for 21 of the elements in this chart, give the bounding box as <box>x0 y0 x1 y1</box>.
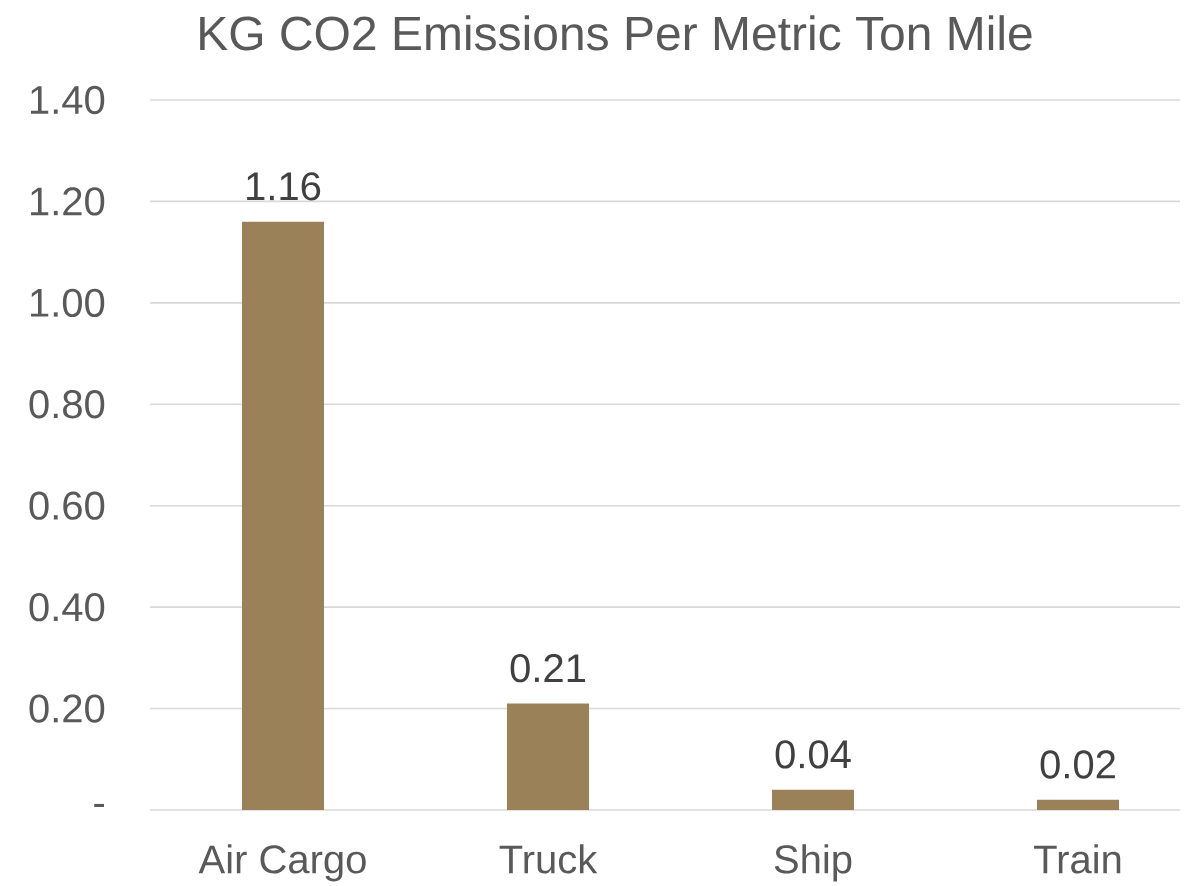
x-tick-label: Train <box>1034 844 1121 874</box>
y-tick-label: 0.80 <box>29 390 105 419</box>
x-tick-label: Air Cargo <box>198 844 366 882</box>
data-label: 0.02 <box>1040 750 1115 779</box>
x-tick-label: Ship <box>774 844 852 882</box>
y-tick-label: 1.00 <box>30 288 105 318</box>
chart-title: KG CO2 Emissions Per Metric Ton Mile <box>200 15 1032 51</box>
y-tick-label: 0.20 <box>29 694 105 723</box>
y-tick-label: 1.20 <box>30 187 105 216</box>
bar <box>772 789 855 810</box>
y-tick-label: 0.60 <box>29 491 105 520</box>
data-label: 0.04 <box>775 740 851 769</box>
bar <box>507 703 590 810</box>
bar <box>1037 799 1120 810</box>
data-label: 0.21 <box>510 653 585 683</box>
y-tick-label: 0.40 <box>29 592 105 622</box>
bar <box>242 221 324 810</box>
x-tick-label: Truck <box>499 844 598 874</box>
data-label: 1.16 <box>247 172 321 201</box>
y-tick-label: - <box>94 803 105 808</box>
y-tick-label: 1.40 <box>30 85 105 115</box>
